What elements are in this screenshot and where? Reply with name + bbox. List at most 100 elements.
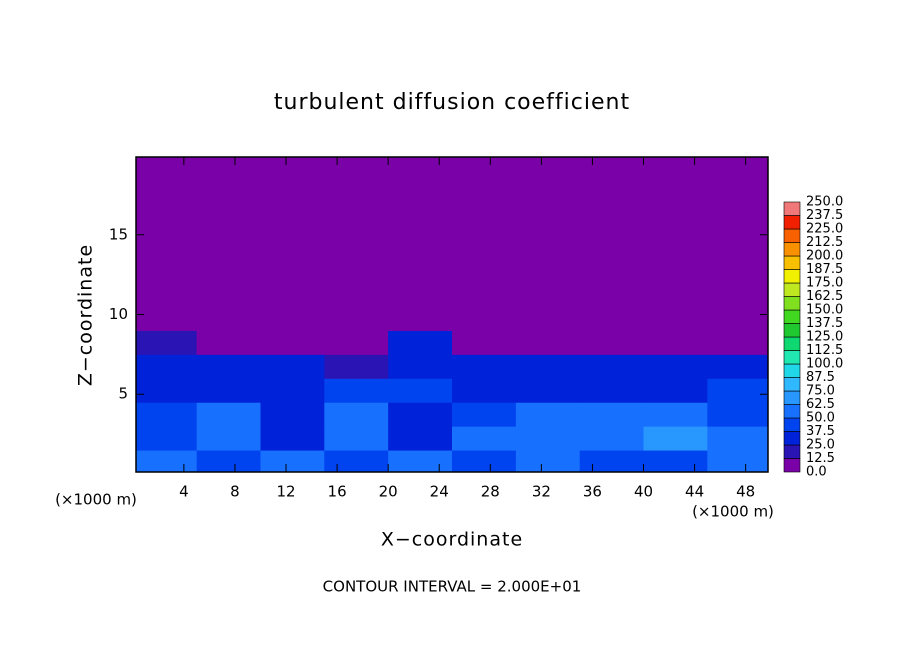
field-cell [579,402,645,427]
field-cell [260,450,325,473]
y-axis-label: Z−coordinate [75,244,97,386]
x-axis-label: X−coordinate [381,529,523,551]
field-cell [452,450,517,473]
x-tick-label: 24 [430,483,449,501]
colorbar-box [783,255,801,270]
field-cell [260,402,325,427]
field-cell [515,330,581,355]
colorbar-box [783,377,801,392]
field-cell [136,426,198,451]
field-cell [388,330,453,355]
colorbar-label: 12.5 [806,451,835,466]
colorbar-box [783,215,801,230]
y-tick-label: 5 [118,385,128,403]
colorbar-label: 237.5 [806,208,843,223]
field-cell [579,330,645,355]
colorbar-box [783,336,801,351]
colorbar-label: 87.5 [806,370,835,385]
x-tick-label: 40 [634,483,653,501]
colorbar-label: 150.0 [806,303,843,318]
x-tick-label: 4 [179,483,189,501]
field-cell [324,378,389,403]
colorbar-label: 0.0 [806,465,827,480]
colorbar-label: 100.0 [806,357,843,372]
colorbar-box [783,417,801,432]
field-cell [324,450,389,473]
field-cell [452,330,517,355]
colorbar-label: 112.5 [806,343,843,358]
colorbar-label: 187.5 [806,262,843,277]
field-cell [324,157,389,331]
colorbar-label: 162.5 [806,289,843,304]
field-cell [260,378,325,403]
colorbar-label: 175.0 [806,276,843,291]
x-tick-label: 16 [328,483,347,501]
colorbar-box [783,458,801,473]
field-cell [324,354,389,379]
field-cell [452,426,517,451]
field-cell [707,426,769,451]
colorbar-box [783,269,801,284]
colorbar-label: 50.0 [806,411,835,426]
field-cell [260,157,325,331]
field-cell [136,354,198,379]
field-cell [324,330,389,355]
field-cell [515,426,581,451]
colorbar-label: 200.0 [806,249,843,264]
field-cell [196,330,261,355]
field-cell [260,330,325,355]
colorbar-box [783,201,801,216]
colorbar-box [783,282,801,297]
field-cell [324,402,389,427]
field-cell [515,450,581,473]
field-cell [707,354,769,379]
footnote: CONTOUR INTERVAL = 2.000E+01 [323,578,582,596]
colorbar-label: 62.5 [806,397,835,412]
field-cell [196,378,261,403]
colorbar-label: 37.5 [806,424,835,439]
field-cell [452,378,517,403]
field-cell [707,402,769,427]
colorbar-box [783,296,801,311]
x-tick-label: 12 [276,483,295,501]
field-cell [643,402,708,427]
colorbar-box [783,404,801,419]
field-cell [515,157,581,331]
field-cell [643,157,708,331]
x-tick-label: 44 [685,483,704,501]
field-cell [452,157,517,331]
colorbar-box [783,309,801,324]
field-cell [515,378,581,403]
field-cell [388,402,453,427]
colorbar-label: 137.5 [806,316,843,331]
field-cell [707,378,769,403]
colorbar-box [783,242,801,257]
colorbar-label: 75.0 [806,384,835,399]
field-cell [579,378,645,403]
x-unit-label: (×1000 m) [692,503,774,521]
field-cell [136,450,198,473]
field-cell [260,426,325,451]
field-cell [579,354,645,379]
field-cell [196,402,261,427]
colorbar-label: 125.0 [806,330,843,345]
colorbar-label: 25.0 [806,438,835,453]
colorbar-box [783,390,801,405]
field-cell [707,330,769,355]
field-cell [388,354,453,379]
field-cell [579,450,645,473]
x-tick-label: 28 [481,483,500,501]
colorbar-label: 250.0 [806,195,843,210]
field-cell [707,157,769,331]
field-cell [643,450,708,473]
y-tick-label: 15 [109,225,128,243]
field-cell [260,354,325,379]
x-tick-label: 8 [230,483,240,501]
x-tick-label: 36 [583,483,602,501]
field-cell [452,402,517,427]
field-cell [515,354,581,379]
field-cell [136,330,198,355]
field-cell [643,330,708,355]
field-cell [643,354,708,379]
